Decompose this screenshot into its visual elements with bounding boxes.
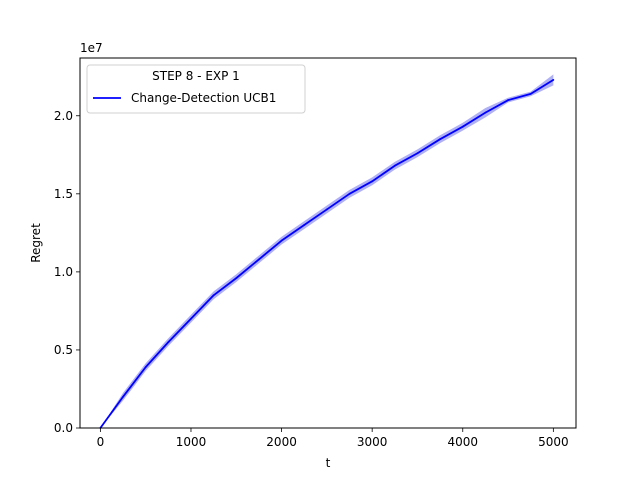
legend-title: STEP 8 - EXP 1 <box>152 69 240 83</box>
x-tick-label: 4000 <box>447 435 478 449</box>
data-point <box>190 317 192 320</box>
y-scale-label: 1e7 <box>80 41 103 55</box>
plot-frame <box>79 57 577 429</box>
data-point <box>416 152 419 155</box>
data-point <box>122 395 124 398</box>
data-point <box>393 164 396 167</box>
data-point <box>325 208 328 211</box>
data-point <box>371 180 374 183</box>
x-axis-label: t <box>326 456 331 470</box>
data-point <box>439 138 442 141</box>
legend-entry-change-detection-ucb1: Change-Detection UCB1 <box>131 91 276 105</box>
y-tick-label: 0.0 <box>54 421 73 435</box>
x-tick-label: 1000 <box>176 435 207 449</box>
data-point <box>461 125 464 128</box>
data-point <box>212 294 215 297</box>
data-point <box>348 192 351 195</box>
legend-box <box>86 64 306 114</box>
x-tick-label: 0 <box>97 435 105 449</box>
data-point <box>258 258 260 261</box>
data-point <box>507 99 509 102</box>
x-tick-label: 5000 <box>538 435 569 449</box>
y-tick-label: 1.0 <box>54 265 73 279</box>
x-tick-label: 3000 <box>357 435 388 449</box>
data-point <box>280 239 283 242</box>
data-point <box>484 111 487 114</box>
data-point <box>235 277 238 280</box>
data-point <box>529 93 532 95</box>
data-point <box>552 78 555 81</box>
y-tick-label: 0.5 <box>54 343 73 357</box>
y-axis: 0.0 0.5 1.0 1.5 2.0 <box>54 109 80 435</box>
y-tick-label: 1.5 <box>54 187 73 201</box>
data-point <box>303 224 306 226</box>
y-tick-label: 2.0 <box>54 109 73 123</box>
x-tick-label: 2000 <box>266 435 297 449</box>
y-axis-label: Regret <box>29 223 43 263</box>
x-axis: 0 1000 2000 3000 4000 5000 <box>97 428 569 449</box>
legend: STEP 8 - EXP 1 Change-Detection UCB1 <box>86 64 306 114</box>
data-point <box>167 341 170 344</box>
data-point <box>144 366 147 369</box>
